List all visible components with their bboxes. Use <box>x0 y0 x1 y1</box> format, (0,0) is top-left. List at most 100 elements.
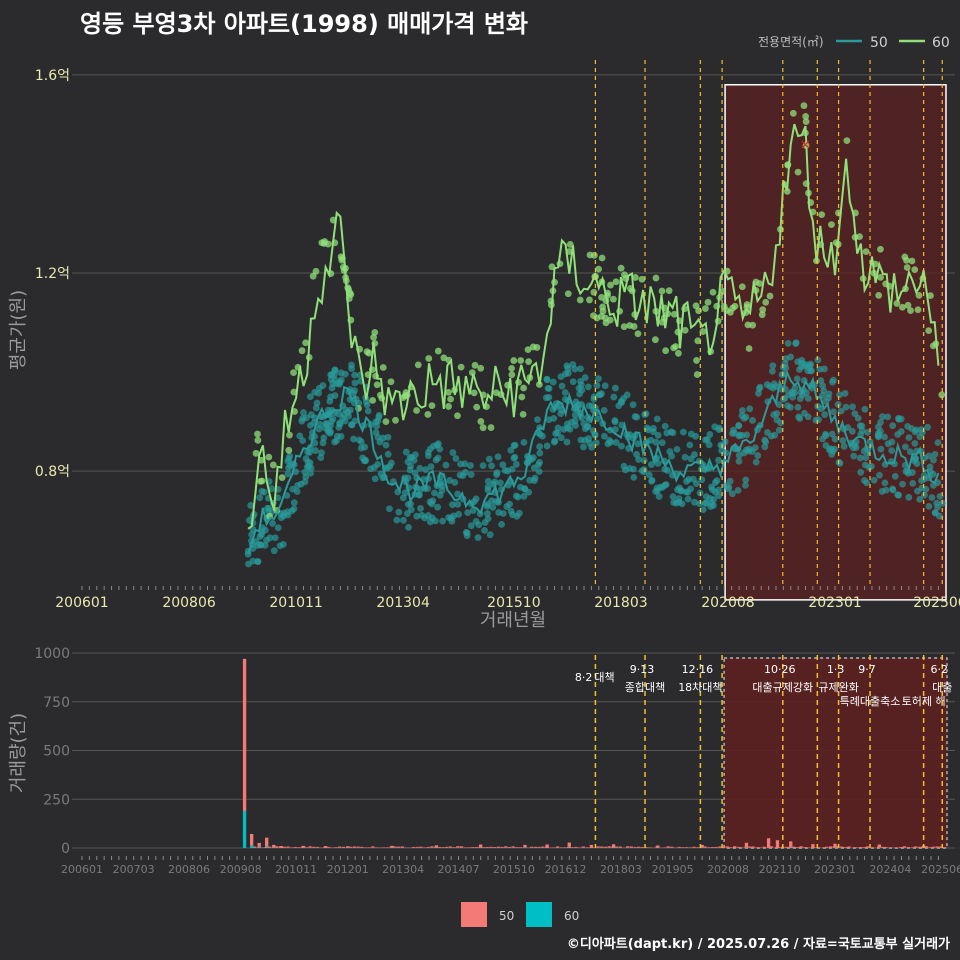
price-point-60 <box>610 295 617 303</box>
price-point-50 <box>349 389 357 397</box>
volume-bar-50 <box>272 844 276 848</box>
price-point-50 <box>631 413 639 420</box>
volume-bar-50 <box>346 846 350 848</box>
price-point-50 <box>406 453 414 461</box>
price-point-50 <box>434 454 442 462</box>
volume-bar-50 <box>286 846 290 848</box>
volume-bar-50 <box>242 658 247 811</box>
volume-bar-50 <box>692 846 696 848</box>
price-point-50 <box>508 465 516 473</box>
price-point-50 <box>870 476 878 484</box>
volume-x-tick-label: 201201 <box>327 863 369 876</box>
volume-bar-50 <box>371 846 375 848</box>
volume-bar-50 <box>507 846 512 848</box>
price-point-50 <box>881 479 889 487</box>
volume-bar-50 <box>382 847 386 848</box>
volume-bar-50 <box>378 847 382 848</box>
price-point-50 <box>268 485 275 493</box>
volume-bar-50 <box>485 846 489 848</box>
price-point-50 <box>499 461 507 469</box>
volume-bar-50 <box>393 846 397 848</box>
price-point-60 <box>447 395 455 403</box>
price-point-60 <box>681 326 689 334</box>
price-point-60 <box>525 358 533 366</box>
price-point-60 <box>632 274 639 281</box>
price-point-60 <box>692 302 700 310</box>
price-point-60 <box>743 303 751 311</box>
price-point-60 <box>470 389 478 397</box>
price-point-50 <box>856 422 864 430</box>
price-point-60 <box>828 221 835 229</box>
price-point-50 <box>577 436 585 444</box>
volume-bar-50 <box>437 846 441 848</box>
price-marker: × <box>799 137 811 153</box>
price-point-50 <box>655 493 663 500</box>
price-point-50 <box>284 470 292 478</box>
price-x-tick-label: 202506 <box>913 595 960 611</box>
price-point-60 <box>265 453 273 461</box>
price-point-50 <box>675 495 683 503</box>
volume-bar-50 <box>529 846 534 848</box>
price-point-60 <box>413 407 420 414</box>
price-point-50 <box>742 476 750 484</box>
policy-date-label: 9·13 <box>630 663 655 676</box>
price-point-50 <box>592 439 600 447</box>
price-point-50 <box>483 510 491 517</box>
price-point-50 <box>371 475 379 483</box>
volume-bar-50 <box>799 846 803 848</box>
policy-name-label: 종합대책 <box>625 681 665 694</box>
volume-bar-50 <box>928 847 932 848</box>
price-point-50 <box>911 439 919 447</box>
price-point-50 <box>711 423 719 431</box>
price-point-50 <box>454 500 462 508</box>
price-point-50 <box>308 411 315 419</box>
price-point-60 <box>347 291 355 299</box>
price-point-60 <box>269 461 277 469</box>
volume-bar-50 <box>906 847 910 848</box>
volume-bar-50 <box>545 844 549 848</box>
price-point-50 <box>557 434 565 442</box>
price-point-50 <box>856 454 864 462</box>
price-point-50 <box>600 432 608 440</box>
volume-bar-50 <box>777 846 781 848</box>
volume-bar-50 <box>570 847 574 848</box>
price-point-60 <box>508 371 516 379</box>
price-point-50 <box>889 422 897 430</box>
price-point-50 <box>715 456 722 464</box>
price-y-tick-label: 1.2억 <box>35 266 70 282</box>
y-axis-title-price: 평균가(원) <box>8 290 29 370</box>
price-point-50 <box>488 462 495 470</box>
volume-bar-50 <box>747 846 752 848</box>
price-point-50 <box>837 407 845 415</box>
volume-bar-50 <box>555 846 560 848</box>
volume-bar-50 <box>699 847 704 848</box>
volume-bar-50 <box>943 847 947 848</box>
price-point-50 <box>426 445 434 453</box>
volume-bar-50 <box>349 846 353 848</box>
price-point-50 <box>840 442 848 450</box>
volume-bar-50 <box>481 847 486 848</box>
volume-bar-50 <box>917 846 921 848</box>
price-point-60 <box>401 392 409 400</box>
volume-bar-50 <box>479 844 483 848</box>
price-point-50 <box>306 393 314 401</box>
volume-bar-50 <box>862 847 866 848</box>
price-point-50 <box>362 457 369 465</box>
price-point-50 <box>642 410 650 418</box>
price-point-60 <box>428 402 436 409</box>
price-point-50 <box>849 444 857 452</box>
price-point-50 <box>912 455 919 463</box>
price-point-50 <box>549 378 557 386</box>
price-point-50 <box>861 405 869 413</box>
price-point-50 <box>489 503 497 511</box>
price-point-50 <box>686 441 694 449</box>
price-point-50 <box>879 413 886 421</box>
price-point-60 <box>517 357 525 364</box>
price-point-50 <box>784 402 791 410</box>
price-point-50 <box>681 453 689 461</box>
volume-bar-50 <box>433 847 438 848</box>
price-point-50 <box>623 391 631 399</box>
price-point-60 <box>745 345 753 352</box>
price-point-50 <box>357 438 365 446</box>
